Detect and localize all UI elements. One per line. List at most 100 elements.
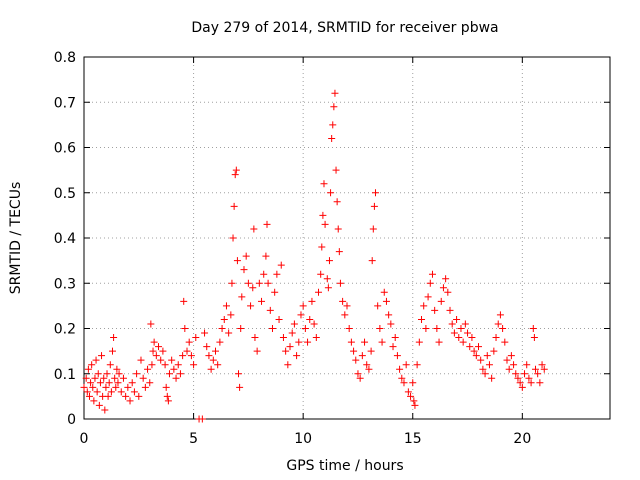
data-point [369,225,377,233]
data-point [477,356,485,364]
data-point [450,329,458,337]
data-point [387,320,395,328]
data-point [424,293,432,301]
data-point [501,338,509,346]
data-point [323,275,331,283]
data-point [413,361,421,369]
data-point [332,166,340,174]
data-point [165,370,173,378]
y-tick-label: 0.1 [54,367,76,383]
data-point [240,266,248,274]
data-point [336,279,344,287]
data-point [354,370,362,378]
data-point [523,361,531,369]
data-point [92,356,100,364]
data-point [84,365,92,373]
data-point [402,361,410,369]
data-point [293,352,301,360]
data-point [428,270,436,278]
data-point [115,370,123,378]
data-point [80,383,88,391]
data-point [90,397,98,405]
data-point [470,347,478,355]
data-point [222,302,230,310]
data-point [93,388,101,396]
data-point [530,334,538,342]
data-point [341,311,349,319]
data-point [442,275,450,283]
data-point [216,338,224,346]
x-tick-label: 20 [513,431,531,447]
data-point [144,365,152,373]
data-point [312,334,320,342]
data-point [147,320,155,328]
data-point [499,325,507,332]
data-point [113,365,121,373]
x-tick-label: 15 [404,431,422,447]
data-point [393,352,401,360]
data-point [481,370,489,378]
data-point [483,352,491,360]
data-point [411,401,419,409]
data-point [114,379,122,387]
data-point [126,397,134,405]
data-point [319,211,327,219]
y-tick-label: 0.8 [54,50,76,66]
data-point [475,343,482,351]
data-point [268,325,276,332]
data-point [229,234,237,242]
data-point [435,338,443,346]
data-point [345,325,353,332]
data-point [231,171,239,179]
data-point [534,370,542,378]
data-point [380,288,388,296]
data-point [152,352,160,360]
data-point [130,388,138,396]
data-point [382,297,390,305]
data-point [106,361,114,369]
data-point [95,401,103,409]
data-point [320,180,328,188]
data-point [324,284,332,292]
data-point [329,121,337,129]
data-point [514,374,522,382]
data-point [356,374,364,382]
data-point [255,279,263,287]
data-point [385,311,393,319]
data-point [290,320,298,328]
y-tick-label: 0.7 [54,95,76,111]
data-point [400,379,408,387]
data-point [279,334,287,342]
data-point [218,325,226,332]
data-point [347,338,355,346]
y-tick-label: 0.6 [54,141,76,157]
data-point [368,257,376,265]
data-point [103,370,111,378]
data-point [124,383,132,391]
data-point [518,383,526,391]
data-point [466,343,474,351]
data-point [536,379,544,387]
data-point [444,288,452,296]
grid-lines [84,57,610,419]
data-point [370,202,378,210]
data-point [98,352,106,360]
data-point [170,365,178,373]
data-point [350,347,358,355]
data-point [437,297,445,305]
data-point [220,315,228,323]
data-point [230,202,238,210]
data-point [295,338,303,346]
data-point [391,334,399,342]
data-point [163,392,171,400]
data-point [96,379,104,387]
data-point [490,347,498,355]
data-point [187,352,195,360]
data-point [263,220,271,228]
data-point [139,374,147,382]
data-point [317,270,325,278]
x-tick-label: 10 [294,431,312,447]
data-point [363,361,371,369]
data-point [398,374,406,382]
data-point [304,338,312,346]
